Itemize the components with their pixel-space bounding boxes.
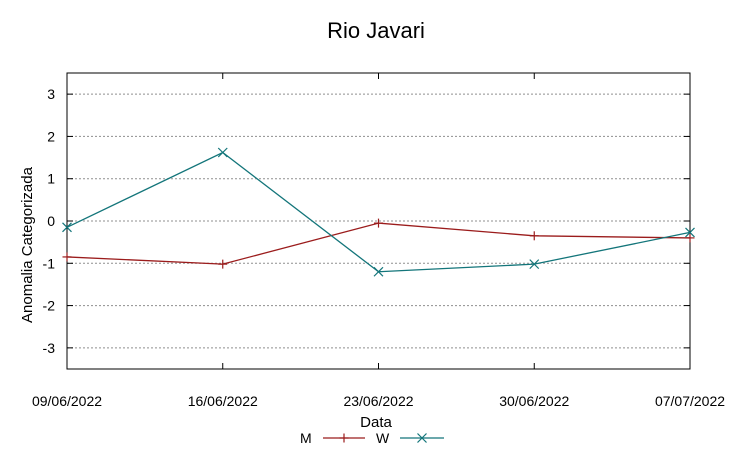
y-tick-label: 0 — [47, 213, 55, 229]
data-point-M — [218, 259, 228, 269]
series-line-W — [66, 151, 691, 273]
x-axis-title: Data — [360, 414, 392, 431]
legend-label-W: W — [376, 430, 390, 446]
y-axis-title: Anomalia Categorizada — [19, 166, 36, 323]
data-point-W — [529, 259, 540, 270]
y-tick-label: 1 — [47, 171, 55, 187]
data-point-W — [373, 266, 384, 277]
tick-label-layer: 3 2 1 0 -1 -2 -3 09/06/2022 16/06/2022 23/06/2022… — [32, 86, 725, 409]
y-tick-label: -3 — [43, 340, 56, 356]
data-point-W — [62, 222, 72, 233]
x-tick-label: 30/06/2022 — [499, 393, 569, 409]
y-tick-label: 3 — [47, 86, 55, 102]
x-tick-label: 09/06/2022 — [32, 393, 102, 409]
chart-title: Rio Javari — [327, 18, 425, 43]
legend-label-M: M — [300, 430, 312, 446]
series-layer — [62, 147, 695, 277]
y-tick-label: 2 — [47, 128, 55, 144]
data-point-W — [217, 147, 228, 158]
data-point-M — [529, 231, 539, 241]
y-tick-label: -2 — [43, 298, 56, 314]
x-tick-label: 07/07/2022 — [655, 393, 725, 409]
data-point-W — [685, 227, 695, 238]
data-point-M — [374, 218, 383, 228]
series-line-M — [66, 222, 691, 265]
x-tick-label: 16/06/2022 — [188, 393, 258, 409]
legend-marker-M — [339, 433, 349, 443]
data-point-M — [62, 252, 72, 262]
legend-marker-W — [417, 433, 427, 443]
x-tick-label: 23/06/2022 — [343, 393, 413, 409]
data-point-M — [685, 233, 695, 243]
axes-layer — [66, 72, 691, 370]
y-tick-label: -1 — [43, 255, 56, 271]
